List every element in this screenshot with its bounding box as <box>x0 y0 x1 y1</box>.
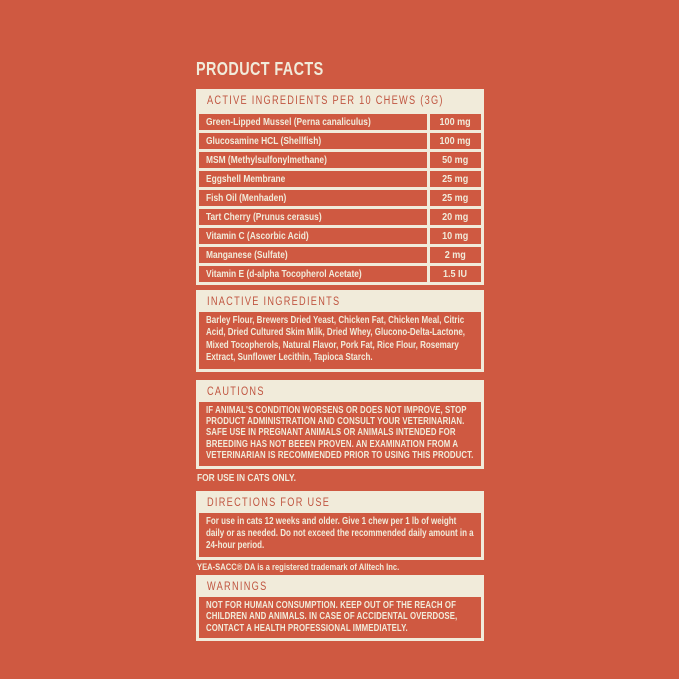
cats-only-note-text: FOR USE IN CATS ONLY. <box>197 471 296 484</box>
trademark-note: YEA-SACC® DA is a registered trademark o… <box>197 562 484 573</box>
warnings-header-text: WARNINGS <box>207 580 268 593</box>
ingredient-name: Manganese (Sulfate) <box>199 247 427 263</box>
ingredient-name-text: MSM (Methylsulfonylmethane) <box>206 153 327 166</box>
ingredient-row: Green-Lipped Mussel (Perna canaliculus) … <box>199 114 481 130</box>
cautions-body: IF ANIMAL'S CONDITION WORSENS OR DOES NO… <box>199 401 481 466</box>
ingredient-amount: 25 mg <box>430 190 481 206</box>
cautions-header-text: CAUTIONS <box>207 385 265 398</box>
ingredient-amount-text: 25 mg <box>442 191 469 204</box>
ingredient-row: Glucosamine HCL (Shellfish) 100 mg <box>199 133 481 149</box>
label-sheet: PRODUCT FACTS ACTIVE INGREDIENTS PER 10 … <box>196 59 484 646</box>
ingredient-name: Fish Oil (Menhaden) <box>199 190 427 206</box>
warnings-panel: WARNINGS NOT FOR HUMAN CONSUMPTION. KEEP… <box>196 574 484 642</box>
ingredient-name: Eggshell Membrane <box>199 171 427 187</box>
active-ingredients-header: ACTIVE INGREDIENTS PER 10 CHEWS (3G) <box>199 91 481 111</box>
warnings-body: NOT FOR HUMAN CONSUMPTION. KEEP OUT OF T… <box>199 596 481 639</box>
ingredient-amount-text: 20 mg <box>442 210 469 223</box>
ingredient-name: Vitamin E (d-alpha Tocopherol Acetate) <box>199 266 427 282</box>
ingredient-amount: 20 mg <box>430 209 481 225</box>
ingredient-amount: 2 mg <box>430 247 481 263</box>
ingredient-row: Tart Cherry (Prunus cerasus) 20 mg <box>199 209 481 225</box>
ingredient-name-text: Fish Oil (Menhaden) <box>206 191 287 204</box>
ingredient-amount-text: 25 mg <box>442 172 469 185</box>
page-title-text: PRODUCT FACTS <box>196 59 324 79</box>
active-ingredients-header-text: ACTIVE INGREDIENTS PER 10 CHEWS (3G) <box>207 95 444 107</box>
inactive-ingredients-text: Barley Flour, Brewers Dried Yeast, Chick… <box>206 315 465 364</box>
ingredient-name-text: Manganese (Sulfate) <box>206 248 288 261</box>
ingredient-name: MSM (Methylsulfonylmethane) <box>199 152 427 168</box>
ingredient-amount: 25 mg <box>430 171 481 187</box>
ingredient-amount: 100 mg <box>430 114 481 130</box>
ingredient-name: Tart Cherry (Prunus cerasus) <box>199 209 427 225</box>
cats-only-note: FOR USE IN CATS ONLY. <box>197 471 484 484</box>
ingredient-amount: 100 mg <box>430 133 481 149</box>
page-title: PRODUCT FACTS <box>196 59 484 80</box>
ingredient-amount-text: 1.5 IU <box>443 267 468 280</box>
ingredient-name: Green-Lipped Mussel (Perna canaliculus) <box>199 114 427 130</box>
ingredient-amount: 50 mg <box>430 152 481 168</box>
inactive-ingredients-header: INACTIVE INGREDIENTS <box>199 292 481 312</box>
inactive-ingredients-body: Barley Flour, Brewers Dried Yeast, Chick… <box>199 312 481 369</box>
ingredient-name-text: Vitamin C (Ascorbic Acid) <box>206 229 309 242</box>
ingredient-row: Vitamin E (d-alpha Tocopherol Acetate) 1… <box>199 266 481 282</box>
ingredient-row: Manganese (Sulfate) 2 mg <box>199 247 481 263</box>
ingredient-amount: 10 mg <box>430 228 481 244</box>
directions-text: For use in cats 12 weeks and older. Give… <box>206 515 474 552</box>
active-ingredients-panel: ACTIVE INGREDIENTS PER 10 CHEWS (3G) Gre… <box>196 89 484 285</box>
ingredient-name: Vitamin C (Ascorbic Acid) <box>199 228 427 244</box>
cautions-panel: CAUTIONS IF ANIMAL'S CONDITION WORSENS O… <box>196 379 484 469</box>
ingredient-amount-text: 10 mg <box>442 229 469 242</box>
inactive-ingredients-header-text: INACTIVE INGREDIENTS <box>207 296 341 308</box>
ingredient-name-text: Vitamin E (d-alpha Tocopherol Acetate) <box>206 267 362 280</box>
ingredient-amount: 1.5 IU <box>430 266 481 282</box>
ingredient-amount-text: 50 mg <box>442 153 469 166</box>
trademark-note-text: YEA-SACC® DA is a registered trademark o… <box>197 561 400 573</box>
ingredient-row: MSM (Methylsulfonylmethane) 50 mg <box>199 152 481 168</box>
ingredient-name-text: Tart Cherry (Prunus cerasus) <box>206 210 322 223</box>
ingredient-name: Glucosamine HCL (Shellfish) <box>199 133 427 149</box>
directions-header: DIRECTIONS FOR USE <box>199 493 481 513</box>
ingredient-name-text: Glucosamine HCL (Shellfish) <box>206 134 322 147</box>
cautions-text: IF ANIMAL'S CONDITION WORSENS OR DOES NO… <box>206 404 474 462</box>
directions-header-text: DIRECTIONS FOR USE <box>207 496 331 509</box>
warnings-text: NOT FOR HUMAN CONSUMPTION. KEEP OUT OF T… <box>206 599 458 634</box>
inactive-ingredients-panel: INACTIVE INGREDIENTS Barley Flour, Brewe… <box>196 290 484 372</box>
ingredient-name-text: Green-Lipped Mussel (Perna canaliculus) <box>206 115 371 128</box>
ingredient-row: Vitamin C (Ascorbic Acid) 10 mg <box>199 228 481 244</box>
ingredient-amount-text: 100 mg <box>439 115 472 128</box>
ingredient-amount-text: 2 mg <box>444 248 467 261</box>
directions-panel: DIRECTIONS FOR USE For use in cats 12 we… <box>196 490 484 560</box>
ingredient-amount-text: 100 mg <box>439 134 472 147</box>
ingredient-row: Eggshell Membrane 25 mg <box>199 171 481 187</box>
directions-body: For use in cats 12 weeks and older. Give… <box>199 512 481 557</box>
cautions-header: CAUTIONS <box>199 382 481 402</box>
ingredient-name-text: Eggshell Membrane <box>206 172 286 185</box>
warnings-header: WARNINGS <box>199 577 481 597</box>
ingredient-row: Fish Oil (Menhaden) 25 mg <box>199 190 481 206</box>
